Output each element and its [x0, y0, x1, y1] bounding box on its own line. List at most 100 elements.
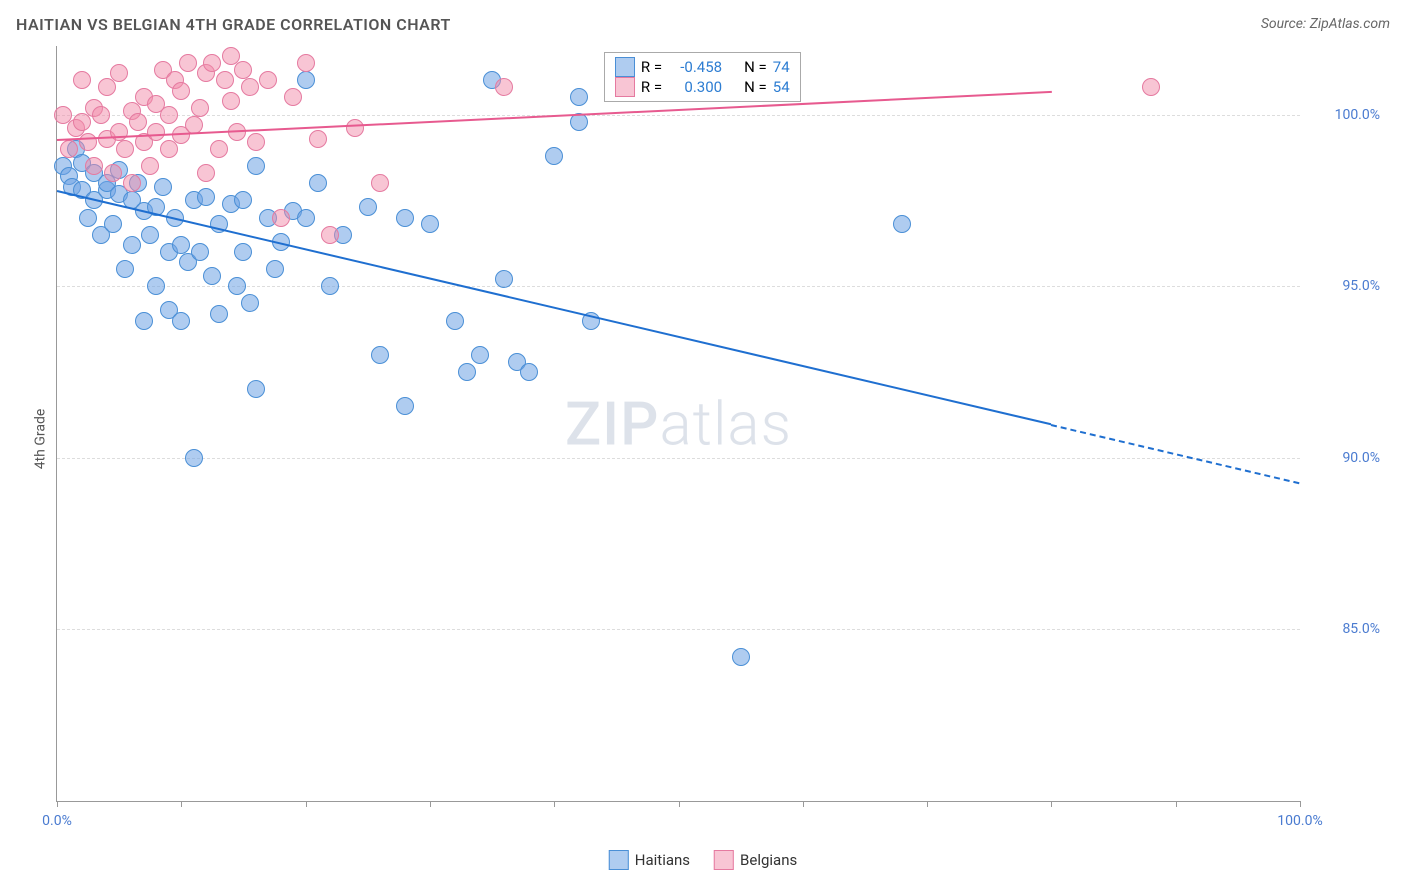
xtick [679, 801, 680, 807]
data-point [154, 178, 172, 196]
data-point [185, 449, 203, 467]
data-point [234, 243, 252, 261]
chart-area: 4th Grade ZIPatlas R =-0.458N =74R =0.30… [16, 46, 1390, 832]
data-point [191, 99, 209, 117]
data-point [104, 215, 122, 233]
xtick [927, 801, 928, 807]
data-point [495, 78, 513, 96]
legend-label: Belgians [740, 851, 797, 869]
correlation-legend: R = -0.458 N = 74 R = 0.300 N = 54 [604, 52, 801, 102]
xtick [181, 801, 182, 807]
legend-item: Belgians [714, 850, 797, 870]
gridline [57, 458, 1300, 459]
data-point [172, 82, 190, 100]
legend-item: Haitians [609, 850, 690, 870]
data-point [371, 346, 389, 364]
legend-swatch [714, 850, 734, 870]
xtick [306, 801, 307, 807]
n-value: 74 [773, 58, 790, 76]
legend-label: Haitians [635, 851, 690, 869]
data-point [359, 198, 377, 216]
data-point [123, 174, 141, 192]
series-legend: Haitians Belgians [609, 850, 797, 870]
ytick-label: 90.0% [1310, 450, 1380, 466]
data-point [247, 157, 265, 175]
legend-swatch [609, 850, 629, 870]
scatter-plot: ZIPatlas R =-0.458N =74R =0.300N =54 85.… [56, 46, 1300, 802]
r-label: R = [641, 58, 662, 76]
legend-row: R = 0.300 N = 54 [615, 77, 790, 97]
xtick [1176, 801, 1177, 807]
data-point [203, 54, 221, 72]
data-point [396, 397, 414, 415]
xtick [803, 801, 804, 807]
data-point [421, 215, 439, 233]
data-point [297, 209, 315, 227]
r-label: R = [641, 78, 662, 96]
data-point [297, 54, 315, 72]
data-point [234, 191, 252, 209]
data-point [570, 88, 588, 106]
xtick [57, 801, 58, 807]
n-label: N = [744, 78, 767, 96]
data-point [73, 71, 91, 89]
data-point [92, 106, 110, 124]
data-point [210, 305, 228, 323]
data-point [241, 78, 259, 96]
data-point [520, 363, 538, 381]
data-point [79, 133, 97, 151]
data-point [309, 174, 327, 192]
data-point [179, 54, 197, 72]
data-point [73, 113, 91, 131]
data-point [1142, 78, 1160, 96]
data-point [129, 113, 147, 131]
data-point [203, 267, 221, 285]
legend-swatch [615, 77, 635, 97]
data-point [321, 277, 339, 295]
data-point [79, 209, 97, 227]
xtick [1051, 801, 1052, 807]
n-label: N = [744, 58, 767, 76]
data-point [732, 648, 750, 666]
data-point [259, 71, 277, 89]
trend-line [1051, 424, 1300, 484]
data-point [147, 123, 165, 141]
data-point [191, 243, 209, 261]
data-point [172, 236, 190, 254]
data-point [135, 312, 153, 330]
data-point [284, 88, 302, 106]
data-point [222, 92, 240, 110]
data-point [234, 61, 252, 79]
r-value: -0.458 [668, 58, 722, 76]
data-point [60, 140, 78, 158]
data-point [210, 140, 228, 158]
data-point [104, 164, 122, 182]
trend-line [57, 91, 1051, 141]
data-point [241, 294, 259, 312]
data-point [396, 209, 414, 227]
data-point [471, 346, 489, 364]
ytick-label: 85.0% [1310, 621, 1380, 637]
xtick [430, 801, 431, 807]
gridline [57, 629, 1300, 630]
data-point [272, 209, 290, 227]
data-point [297, 71, 315, 89]
data-point [123, 236, 141, 254]
xtick [554, 801, 555, 807]
y-axis-label: 4th Grade [32, 409, 48, 470]
data-point [141, 157, 159, 175]
r-value: 0.300 [668, 78, 722, 96]
data-point [141, 226, 159, 244]
data-point [458, 363, 476, 381]
data-point [893, 215, 911, 233]
n-value: 54 [773, 78, 790, 96]
data-point [197, 164, 215, 182]
data-point [147, 277, 165, 295]
data-point [98, 78, 116, 96]
data-point [346, 119, 364, 137]
xtick-label: 0.0% [42, 813, 72, 829]
source-label: Source: ZipAtlas.com [1261, 16, 1390, 32]
data-point [495, 270, 513, 288]
data-point [110, 64, 128, 82]
data-point [160, 106, 178, 124]
